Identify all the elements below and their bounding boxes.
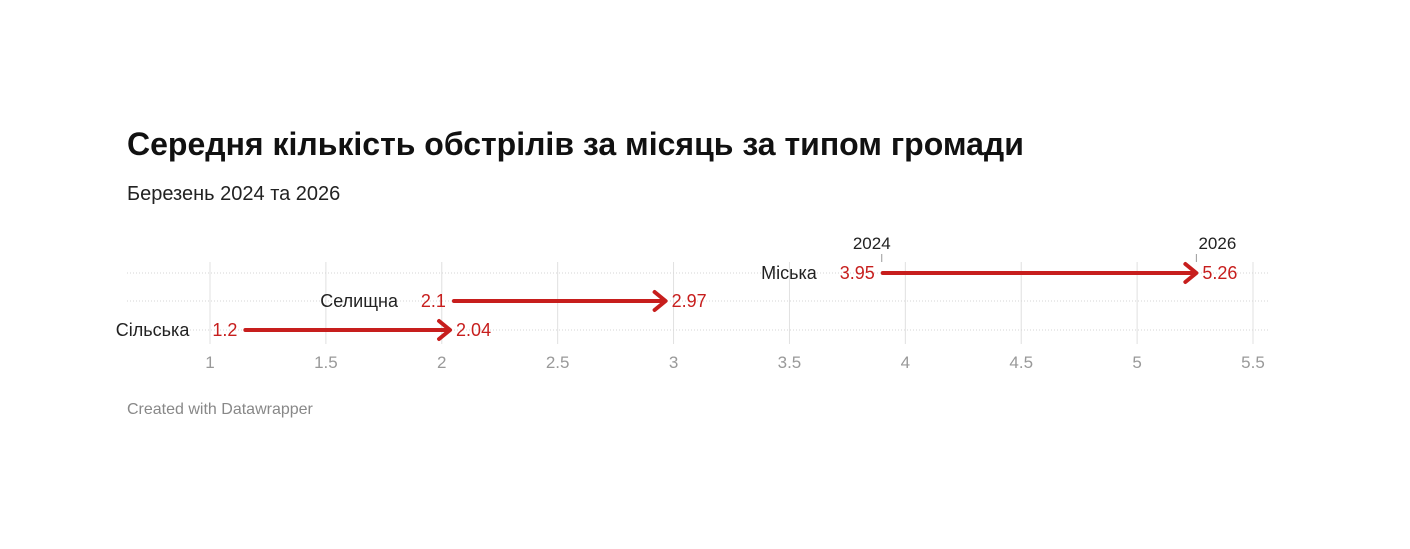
arrow-head — [437, 319, 453, 341]
start-value-label: 1.2 — [212, 320, 237, 340]
x-tick-label: 5 — [1132, 353, 1141, 372]
category-label: Міська — [761, 263, 818, 283]
x-tick-label: 1.5 — [314, 353, 338, 372]
x-tick-label: 3 — [669, 353, 678, 372]
footer-credit: Created with Datawrapper — [127, 401, 313, 418]
grid — [127, 262, 1268, 344]
x-axis: 1 1.5 2 2.5 3 3.5 4 4.5 5 5.5 — [205, 353, 1265, 372]
category-label: Селищна — [320, 291, 399, 311]
arrow-head — [1183, 262, 1199, 284]
legend-start-label: 2024 — [853, 234, 891, 253]
end-value-label: 2.97 — [672, 291, 707, 311]
x-tick-label: 3.5 — [778, 353, 802, 372]
end-value-label: 2.04 — [456, 320, 491, 340]
legend: 2024 2026 — [853, 234, 1236, 262]
category-label: Сільська — [116, 320, 191, 340]
start-value-label: 3.95 — [840, 263, 875, 283]
start-value-label: 2.1 — [421, 291, 446, 311]
x-tick-label: 5.5 — [1241, 353, 1265, 372]
arrows: 3.95 Міська 5.26 2.1 Селищна 2.97 1.2 Сільська 2… — [116, 262, 1237, 341]
chart-subtitle: Березень 2024 та 2026 — [127, 183, 341, 205]
x-tick-label: 4.5 — [1009, 353, 1033, 372]
chart-title: Середня кількість обстрілів за місяць за… — [127, 126, 1024, 162]
x-tick-label: 2 — [437, 353, 446, 372]
arrow-head — [652, 290, 668, 312]
x-tick-label: 4 — [901, 353, 910, 372]
end-value-label: 5.26 — [1202, 263, 1237, 283]
x-tick-label: 2.5 — [546, 353, 570, 372]
legend-end-label: 2026 — [1198, 234, 1236, 253]
x-tick-label: 1 — [205, 353, 214, 372]
